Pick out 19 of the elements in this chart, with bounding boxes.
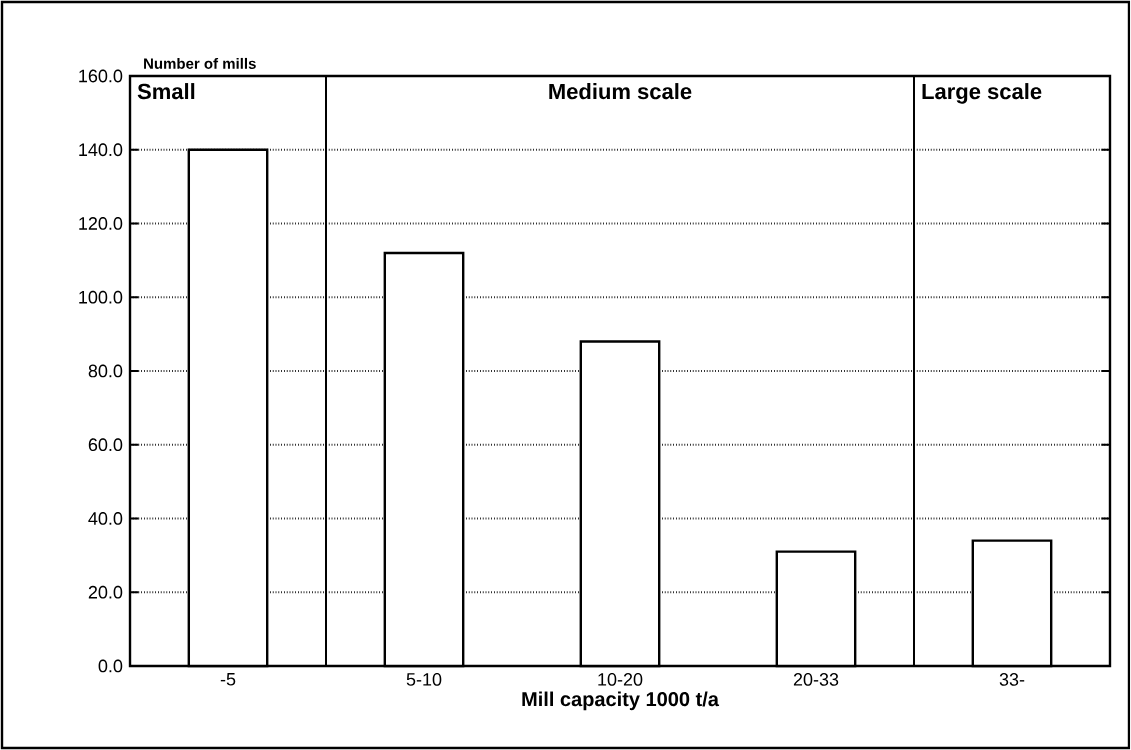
x-tick-label: -5: [220, 673, 236, 686]
x-tick-label: 5-10: [406, 673, 442, 686]
y-tick-label: 100.0: [79, 290, 123, 304]
x-tick-label: 10-20: [598, 673, 643, 686]
y-tick-label: 20.0: [88, 585, 123, 599]
y-tick-label: 140.0: [79, 143, 123, 157]
y-tick-label: 40.0: [88, 512, 123, 525]
annotation: Small: [137, 83, 195, 100]
y-tick-label: 0.0: [98, 659, 123, 673]
y-axis-title: Number of mills: [144, 57, 256, 69]
x-tick-label: 33-: [999, 673, 1025, 686]
annotation: Medium scale: [549, 83, 692, 100]
y-tick-label: 60.0: [88, 438, 123, 452]
x-tick-label: 20-33: [793, 673, 839, 686]
annotation: Large scale: [922, 83, 1042, 104]
y-tick-label: 160.0: [79, 69, 123, 83]
y-tick-label: 120.0: [79, 217, 123, 230]
x-axis-title: Mill capacity 1000 t/a: [522, 691, 720, 711]
y-tick-label: 80.0: [88, 364, 123, 378]
